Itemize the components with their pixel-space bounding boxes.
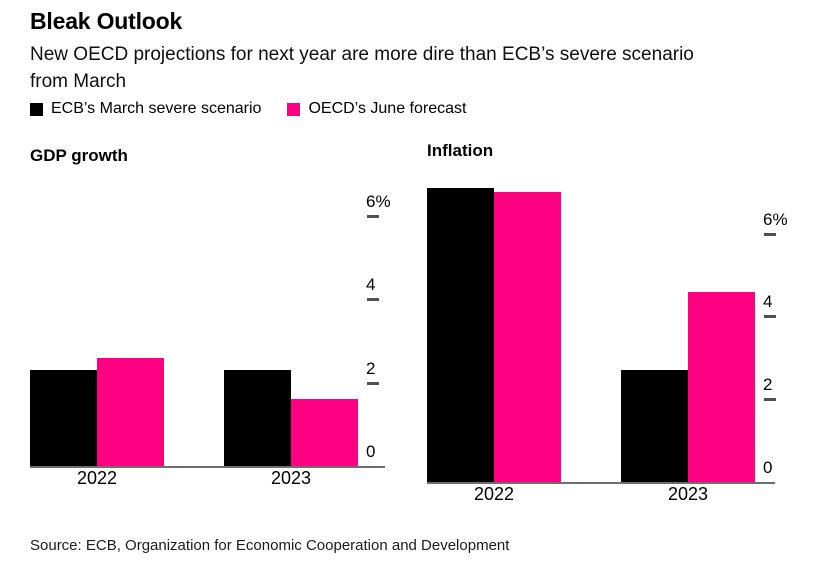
bar-ecb-2022: [30, 370, 97, 466]
chart-title-inflation: Inflation: [427, 141, 494, 160]
legend: ECB’s March severe scenario OECD’s June …: [30, 100, 466, 118]
x-label-2023: 2023: [270, 468, 312, 488]
y-tick-label-6: 6%: [763, 209, 788, 229]
bar-oecd-2023: [291, 399, 358, 466]
x-label-2022: 2022: [473, 484, 515, 504]
figure-subtitle: New OECD projections for next year are m…: [30, 44, 694, 92]
chart-title-gdp-growth: GDP growth: [30, 146, 128, 165]
y-tick-label-4: 4: [763, 292, 773, 312]
bar-ecb-2022: [427, 188, 494, 482]
source-note: Source: ECB, Organization for Economic C…: [30, 537, 510, 554]
legend-item-ecb: ECB’s March severe scenario: [30, 100, 261, 118]
bar-oecd-2023: [688, 291, 755, 482]
legend-swatch-oecd: [287, 102, 301, 116]
x-label-2023: 2023: [667, 484, 709, 504]
x-axis-line: [427, 482, 775, 484]
y-tick-label-2: 2: [366, 358, 376, 378]
gdp-growth-plot-area: 2022 2023 0 2 4 6%: [30, 166, 391, 488]
chart-gdp-growth: GDP growth 2022 2023 0 2 4 6%: [30, 146, 430, 488]
x-axis-line: [30, 466, 385, 468]
legend-label-ecb: ECB’s March severe scenario: [51, 100, 262, 117]
y-tick-label-6: 6%: [366, 192, 391, 211]
bar-oecd-2022: [494, 192, 561, 482]
legend-swatch-ecb: [30, 102, 43, 116]
y-tick-label-2: 2: [763, 375, 773, 395]
y-tick-mark-4: [764, 315, 776, 319]
y-tick-label-0: 0: [763, 458, 773, 477]
bar-oecd-2022: [97, 357, 164, 466]
legend-item-oecd: OECD’s June forecast: [287, 100, 466, 118]
x-label-2022: 2022: [76, 468, 118, 488]
chart-inflation: Inflation 2022 2023 0 2 4 6%: [427, 141, 824, 504]
y-tick-label-0: 0: [366, 442, 376, 461]
bar-ecb-2023: [224, 370, 291, 466]
y-tick-mark-2: [764, 398, 776, 402]
y-tick-mark-6: [367, 215, 379, 218]
y-tick-mark-6: [764, 232, 776, 236]
bar-ecb-2023: [621, 370, 688, 482]
y-tick-mark-2: [367, 381, 379, 385]
y-tick-label-4: 4: [366, 275, 376, 295]
legend-label-oecd: OECD’s June forecast: [308, 100, 467, 117]
figure-title: Bleak Outlook: [30, 8, 183, 34]
y-tick-mark-4: [367, 298, 379, 302]
inflation-plot-area: 2022 2023 0 2 4 6%: [427, 182, 788, 504]
